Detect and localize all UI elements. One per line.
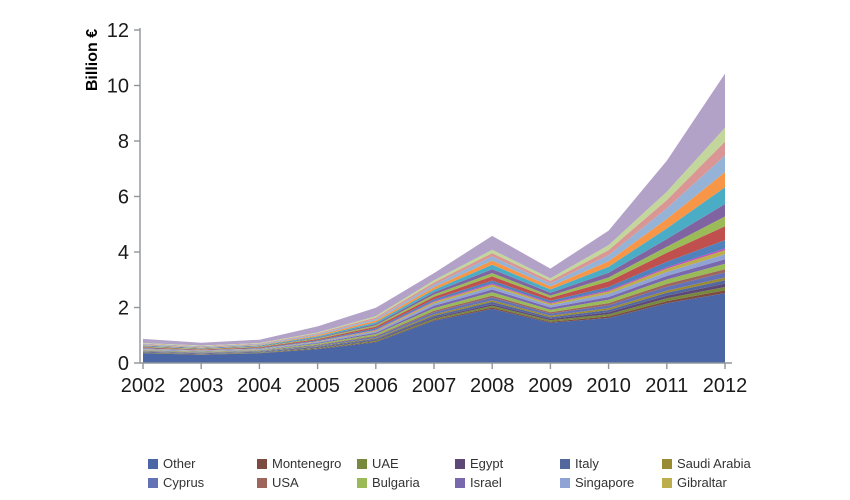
legend-swatch-icon xyxy=(455,477,465,488)
legend-label: Montenegro xyxy=(272,456,342,471)
legend-label: UAE xyxy=(372,456,399,471)
y-axis-title: Billion € xyxy=(84,28,101,92)
area-series-other xyxy=(143,293,725,363)
legend-label: Israel xyxy=(470,475,502,490)
legend-item-bulgaria: Bulgaria xyxy=(357,476,420,489)
legend-item-egypt: Egypt xyxy=(455,457,503,470)
legend-item-other: Other xyxy=(148,457,196,470)
x-tick-label: 2008 xyxy=(470,375,515,397)
y-tick-label: 0 xyxy=(118,353,129,375)
x-tick-label: 2003 xyxy=(179,375,224,397)
legend-swatch-icon xyxy=(148,477,158,488)
x-tick-label: 2012 xyxy=(703,375,748,397)
legend-label: Bulgaria xyxy=(372,475,420,490)
legend-swatch-icon xyxy=(560,458,570,469)
x-tick-label: 2007 xyxy=(412,375,457,397)
area-series-unlabeled-18 xyxy=(143,187,725,349)
legend-label: Egypt xyxy=(470,456,504,471)
legend-swatch-icon xyxy=(357,458,367,469)
area-series-italy xyxy=(143,280,725,354)
x-tick-label: 2002 xyxy=(121,375,166,397)
legend-swatch-icon xyxy=(148,458,158,469)
legend-swatch-icon xyxy=(257,458,267,469)
x-tick-label: 2005 xyxy=(295,375,340,397)
legend-item-usa: USA xyxy=(257,476,299,489)
legend-label: Cyprus xyxy=(163,475,205,490)
legend-label: USA xyxy=(272,475,299,490)
legend-label: Singapore xyxy=(575,475,635,490)
legend-label: Italy xyxy=(575,456,599,471)
legend-swatch-icon xyxy=(455,458,465,469)
y-tick-label: 10 xyxy=(107,76,129,98)
y-tick-label: 4 xyxy=(118,242,129,264)
stacked-area-plot: 0 2 4 6 8 10 12 2002 2003 2004 2005 2006 2007 2008 200… xyxy=(107,20,748,397)
y-tick-label: 2 xyxy=(118,298,129,320)
x-tick-label: 2011 xyxy=(645,375,688,397)
area-series-cyprus xyxy=(143,272,725,353)
x-tick-label: 2004 xyxy=(237,375,282,397)
legend-label: Gibraltar xyxy=(677,475,727,490)
area-series-unlabeled-17 xyxy=(143,204,725,349)
legend-swatch-icon xyxy=(257,477,267,488)
x-tick-label: 2010 xyxy=(586,375,631,397)
legend-item-singapore: Singapore xyxy=(560,476,634,489)
legend-label: Saudi Arabia xyxy=(677,456,751,471)
y-tick-label: 6 xyxy=(118,187,129,209)
legend-item-israel: Israel xyxy=(455,476,502,489)
legend-swatch-icon xyxy=(357,477,367,488)
legend-item-gibraltar: Gibraltar xyxy=(662,476,727,489)
legend-swatch-icon xyxy=(662,477,672,488)
legend-item-saudi-arabia: Saudi Arabia xyxy=(662,457,751,470)
legend-swatch-icon xyxy=(662,458,672,469)
legend-swatch-icon xyxy=(560,477,570,488)
legend-label: Other xyxy=(163,456,196,471)
legend-item-italy: Italy xyxy=(560,457,599,470)
y-tick-label: 12 xyxy=(107,20,129,42)
legend-item-uae: UAE xyxy=(357,457,399,470)
x-tick-label: 2009 xyxy=(528,375,573,397)
area-series-usa xyxy=(143,269,725,353)
chart-legend: Other Montenegro UAE Egypt Italy Saudi Arabia… xyxy=(0,445,850,500)
x-tick-label: 2006 xyxy=(354,375,399,397)
y-tick-label: 8 xyxy=(118,131,129,153)
legend-item-cyprus: Cyprus xyxy=(148,476,204,489)
area-series-saudi-arabia xyxy=(143,277,725,354)
legend-item-montenegro: Montenegro xyxy=(257,457,341,470)
